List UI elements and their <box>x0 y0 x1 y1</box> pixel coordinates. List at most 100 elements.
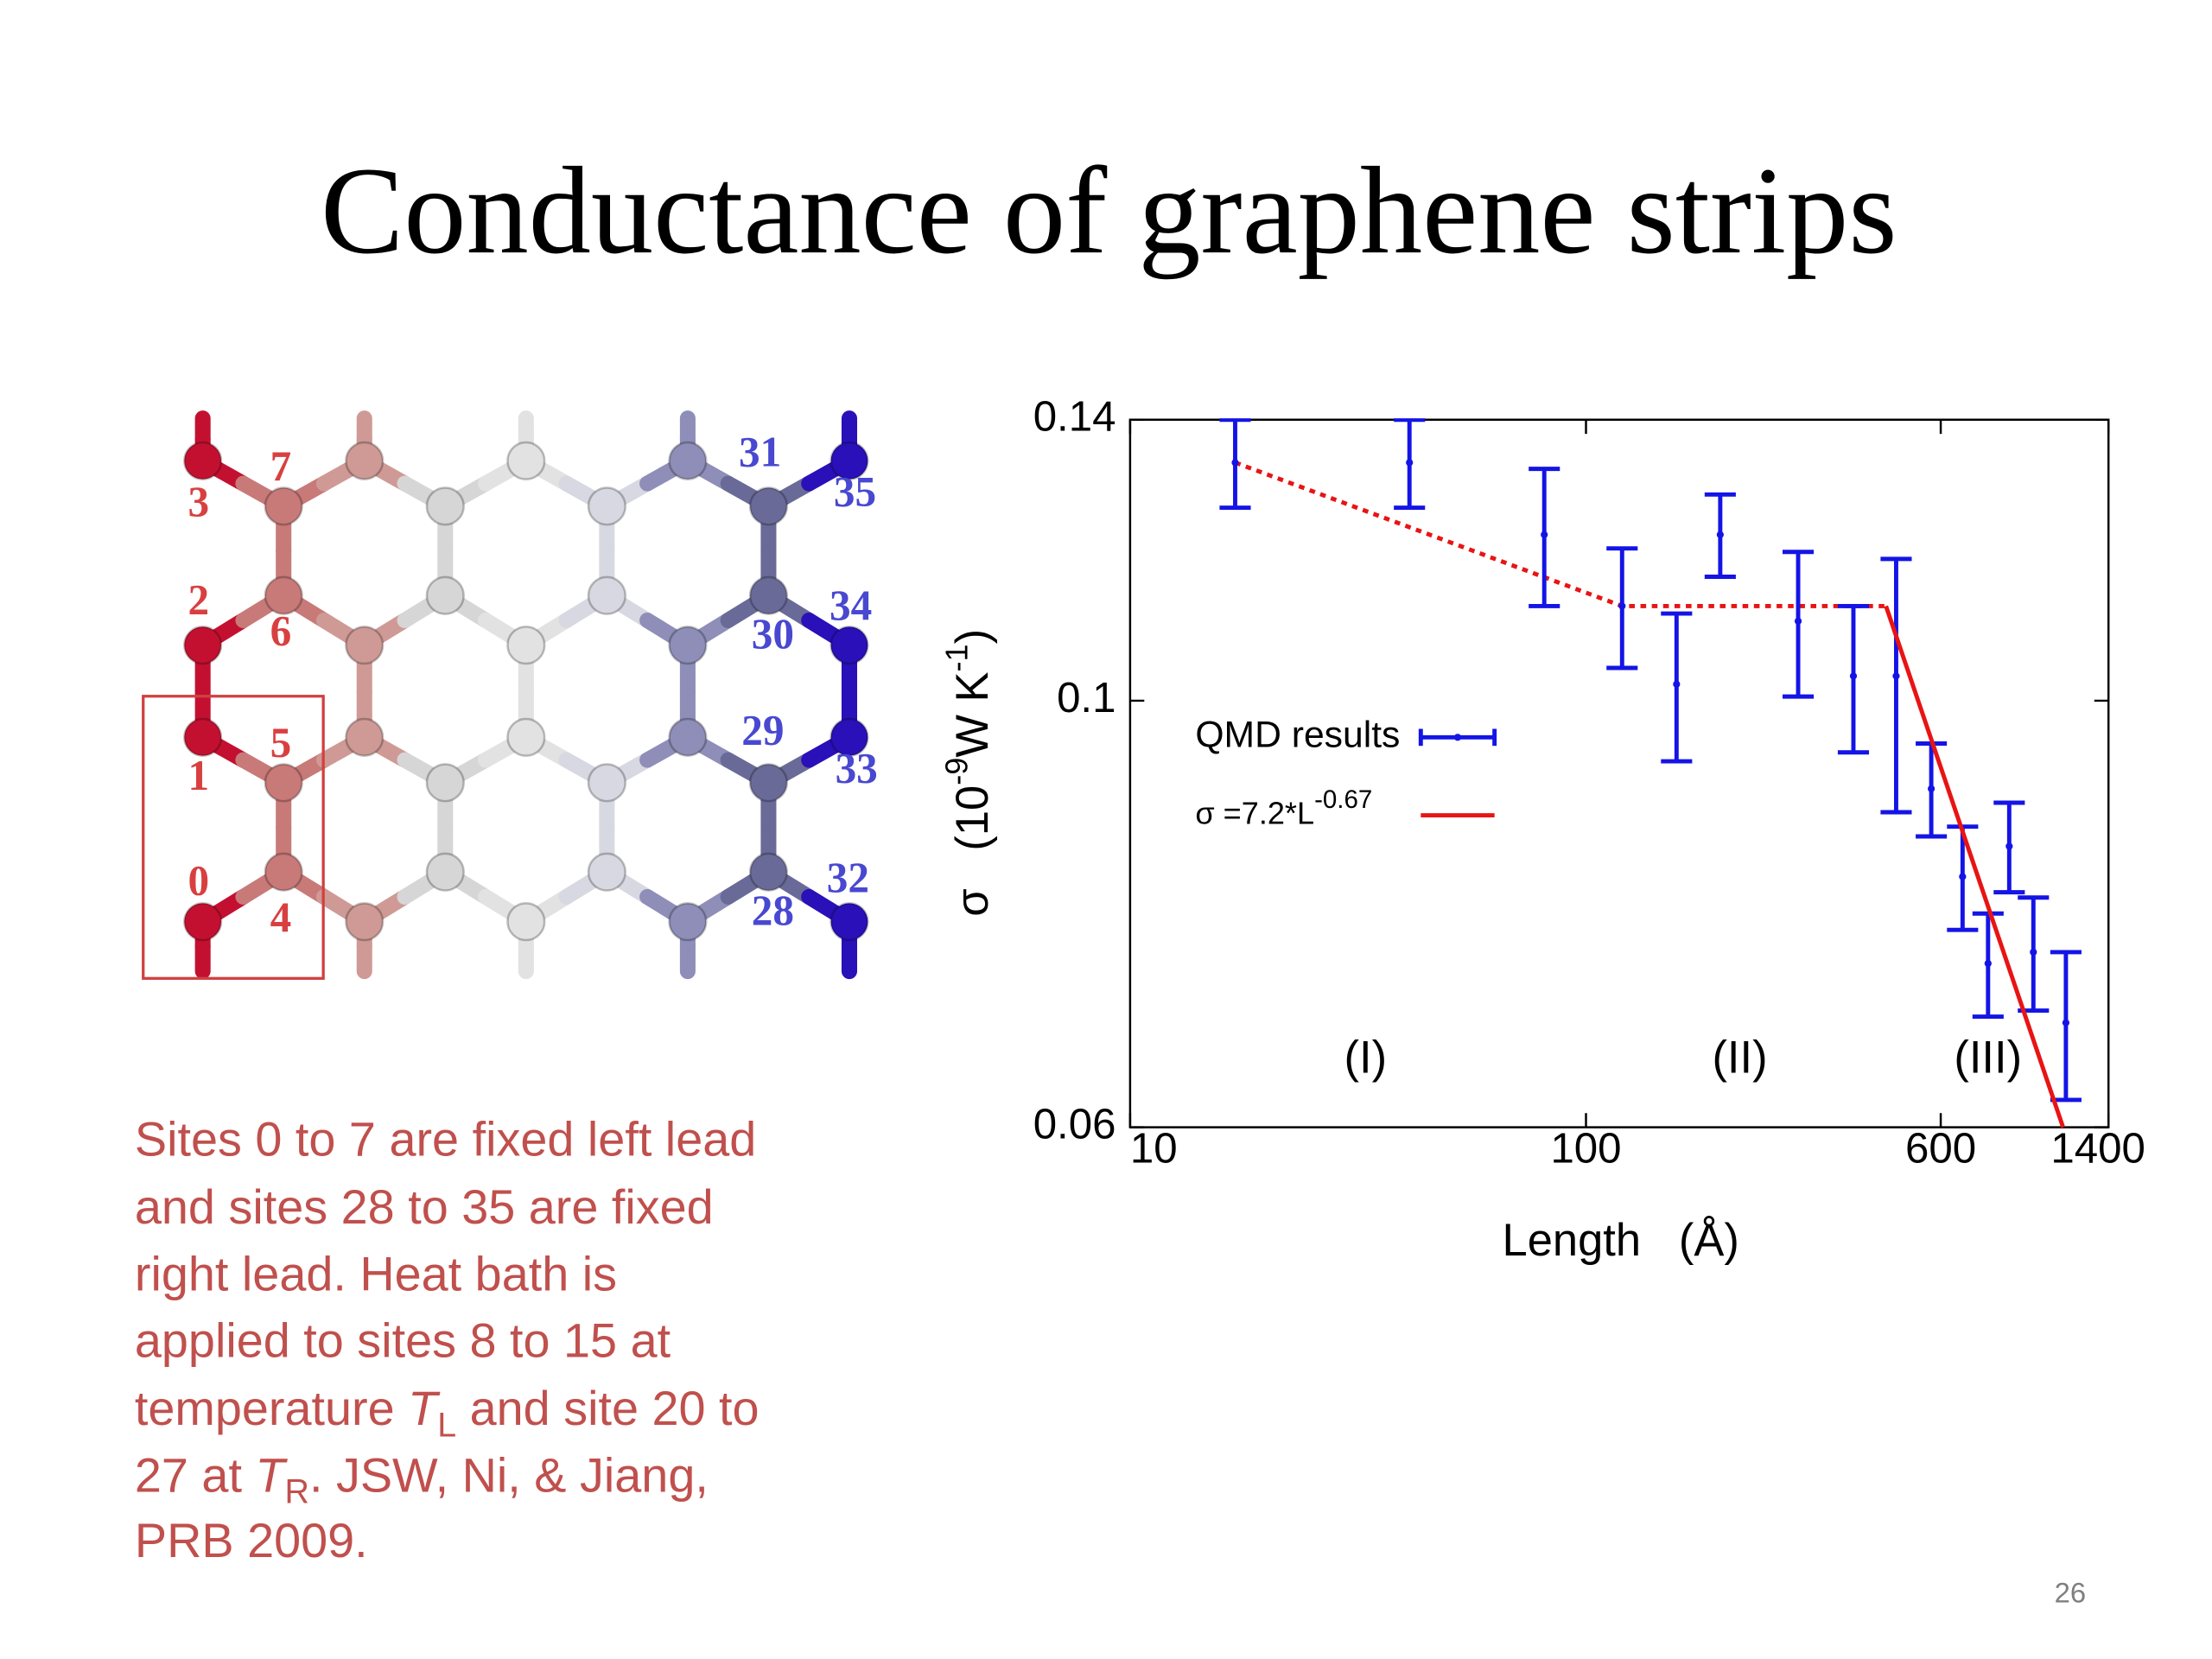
caption-line: 27 at TR. JSW, Ni, & Jiang, <box>135 1447 709 1510</box>
caption-subscript: R <box>285 1472 309 1510</box>
atom <box>264 575 303 615</box>
site-label: 5 <box>270 719 292 766</box>
atom <box>587 852 626 892</box>
data-point <box>1959 873 1967 880</box>
graphene-diagram: 3 7 2 6 1 5 0 4 31 35 34 30 29 33 32 28 <box>183 410 878 980</box>
caption-run: T <box>255 1447 288 1502</box>
atom <box>830 717 869 757</box>
atom <box>748 763 788 803</box>
caption-line: PRB 2009. <box>135 1513 368 1567</box>
site-label: 3 <box>188 478 209 525</box>
atom <box>506 626 546 665</box>
atom <box>587 486 626 526</box>
atom <box>506 902 546 942</box>
data-point <box>1794 617 1802 625</box>
caption-line: Sites 0 to 7 are fixed left lead <box>135 1111 756 1166</box>
site-label: 4 <box>270 893 292 941</box>
atom <box>425 486 465 526</box>
legend-label: QMD results <box>1195 715 1400 756</box>
caption-line: right lead. Heat bath is <box>135 1246 617 1300</box>
region-label: (II) <box>1712 1032 1767 1083</box>
site-label: 28 <box>752 887 794 934</box>
atom <box>506 441 546 480</box>
caption-run: and site 20 to <box>456 1381 759 1435</box>
atom <box>183 717 223 757</box>
y-axis-label-part: W K <box>947 671 998 757</box>
y-axis-label-part: σ (10 <box>947 785 998 917</box>
caption-run: T <box>408 1381 441 1435</box>
atom <box>345 441 385 480</box>
caption-line: applied to sites 8 to 15 at <box>135 1313 671 1367</box>
legend-label: σ =7.2*L-0.67 <box>1195 785 1372 830</box>
error-bar <box>1880 556 1912 815</box>
atom <box>425 763 465 803</box>
atom <box>668 902 708 942</box>
data-point <box>1716 531 1724 538</box>
data-point <box>1618 602 1626 610</box>
site-label: 34 <box>830 582 872 629</box>
data-point <box>2030 948 2037 957</box>
atom <box>748 486 788 526</box>
data-point <box>1231 459 1239 467</box>
atom <box>748 852 788 892</box>
atom <box>345 902 385 942</box>
data-point <box>2062 1019 2070 1027</box>
caption-line: temperature TL and site 20 to <box>135 1381 760 1444</box>
legend-text: σ =7.2*L <box>1195 795 1314 830</box>
site-label: 0 <box>188 856 209 904</box>
data-point <box>1406 459 1414 467</box>
atom <box>425 852 465 892</box>
atom <box>183 902 223 942</box>
x-tick-label: 100 <box>1550 1125 1621 1173</box>
data-point <box>1928 785 1936 792</box>
site-label: 32 <box>827 854 869 901</box>
site-label: 7 <box>270 442 292 490</box>
site-label: 2 <box>188 575 209 623</box>
atom <box>587 575 626 615</box>
data-point <box>2005 842 2013 850</box>
y-axis-label-superscript: -9 <box>938 758 974 785</box>
chart: 0.06 0.1 0.14 10 100 600 1400 Length (Å) σ (10-9… <box>938 393 2145 1266</box>
y-axis-label: σ (10-9W K-1) <box>938 629 998 917</box>
legend-swatch-point <box>1453 734 1462 741</box>
atom <box>345 626 385 665</box>
atom <box>748 575 788 615</box>
atom <box>668 441 708 480</box>
plot-area <box>1219 418 2082 1128</box>
site-label: 31 <box>739 429 781 476</box>
plot-frame <box>1128 418 2110 1128</box>
atom <box>264 852 303 892</box>
caption: Sites 0 to 7 are fixed left lead and sit… <box>135 1111 760 1567</box>
atom <box>587 763 626 803</box>
atom <box>345 717 385 757</box>
site-label: 33 <box>836 745 878 792</box>
fit-line <box>1884 605 2065 1128</box>
x-axis-label: Length (Å) <box>1503 1215 1739 1266</box>
region-label: (III) <box>1954 1032 2022 1083</box>
atom <box>668 717 708 757</box>
x-tick-label: 1400 <box>2050 1125 2145 1173</box>
atom <box>506 717 546 757</box>
site-label: 30 <box>752 610 794 658</box>
atom <box>830 626 869 665</box>
y-tick-label: 0.1 <box>1057 674 1116 721</box>
atom <box>830 902 869 942</box>
y-axis-label-superscript: -1 <box>938 644 974 671</box>
lead-box <box>142 695 325 980</box>
data-point <box>1849 672 1858 680</box>
page-number: 26 <box>2055 1576 2087 1608</box>
atom <box>425 575 465 615</box>
slide-title: Conductance of graphene strips <box>321 142 1897 280</box>
y-tick-label: 0.14 <box>1033 393 1116 441</box>
data-point <box>1892 672 1900 680</box>
y-tick-label: 0.06 <box>1033 1101 1116 1148</box>
caption-run: . JSW, Ni, & Jiang, <box>309 1447 709 1502</box>
y-axis-label-part: ) <box>947 629 998 644</box>
caption-run: 27 at <box>135 1447 256 1502</box>
legend-text: QMD results <box>1195 715 1400 756</box>
caption-subscript: L <box>437 1406 456 1444</box>
atom <box>264 486 303 526</box>
atom <box>830 441 869 480</box>
